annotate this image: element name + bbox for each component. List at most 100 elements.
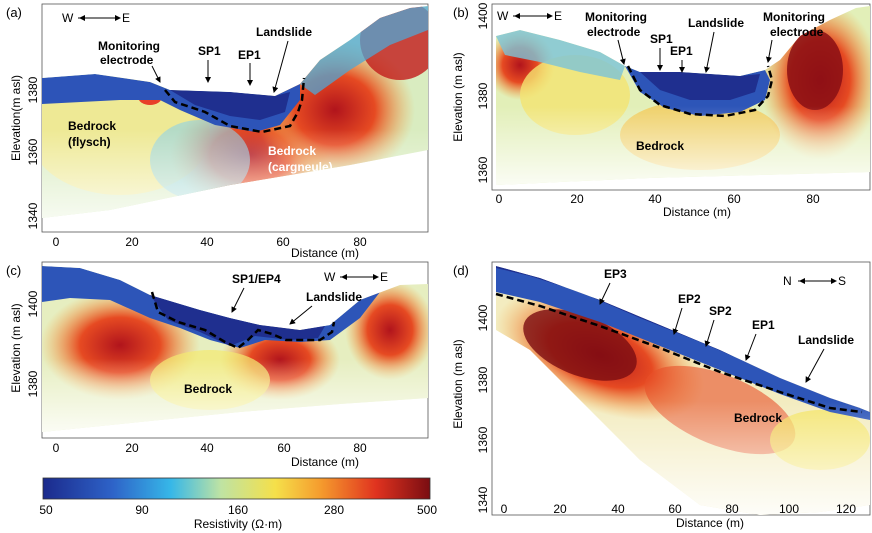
panel-d-ytick: 1380 (476, 366, 490, 393)
panel-c-label: (c) (6, 263, 21, 278)
panel-b-direction: W E (497, 9, 562, 23)
panel-a-dir-left: W (62, 11, 74, 25)
panel-d-arrow-ep2 (672, 307, 683, 335)
panel-c-xtick: 60 (277, 441, 291, 455)
panel-c-ann-sp1-ep4: SP1/EP4 (232, 272, 281, 286)
panel-b-xlabel: Distance (m) (663, 205, 731, 219)
panel-d-arrow-ep1 (744, 333, 757, 361)
panel-d-ann-bedrock: Bedrock (734, 411, 782, 425)
panel-d-ann-ep1: EP1 (752, 318, 775, 332)
panel-b-xtick: 20 (570, 192, 584, 206)
panel-a-label: (a) (6, 5, 22, 20)
panel-d-arrow-ep3 (599, 282, 611, 305)
panel-c: (c) W E SP1/EP4 Landslide Bedrock Elevat… (6, 261, 429, 469)
panel-b-dir-left: W (497, 9, 509, 23)
panel-c-ann-landslide: Landslide (306, 290, 362, 304)
panel-d-arrow-sp2 (704, 319, 715, 347)
colorbar-tick: 160 (228, 503, 248, 517)
panel-d-arrow-landslide (805, 348, 825, 383)
panel-d-ytick: 1360 (476, 426, 490, 453)
panel-a-xticks: 0 20 40 60 80 (53, 235, 367, 249)
panel-d-ylabel: Elevation (m asl) (451, 339, 465, 428)
panel-a-xlabel: Distance (m) (291, 246, 359, 260)
panel-d-direction: N S (783, 274, 846, 288)
panel-c-ylabel: Elevation (m asl) (9, 303, 23, 392)
panel-c-resistivity-section (42, 266, 428, 432)
panel-b-xtick: 60 (727, 192, 741, 206)
panel-a-dir-right: E (122, 11, 130, 25)
panel-b-ytick: 1400 (476, 2, 490, 29)
panel-a-ytick: 1380 (26, 76, 40, 103)
panel-b-dir-right: E (554, 9, 562, 23)
panel-d-ann-ep3: EP3 (604, 267, 627, 281)
panel-c-ytick: 1400 (26, 290, 40, 317)
colorbar-tick: 280 (324, 503, 344, 517)
panel-a-ann-bedrock-1: Bedrock (68, 119, 116, 133)
panel-b-arrow-electrode-2 (765, 39, 773, 63)
panel-c-xticks: 0 20 40 60 80 (53, 441, 367, 455)
panel-c-dir-left: W (324, 270, 336, 284)
panel-b-xticks: 0 20 40 60 80 (496, 192, 820, 206)
panel-d-xtick: 80 (725, 502, 739, 516)
colorbar-tick: 500 (417, 503, 437, 517)
panel-b-arrow-electrode-1 (617, 39, 626, 65)
panel-a-ann-monitoring: Monitoring (98, 39, 160, 53)
panel-d-ytick: 1340 (476, 486, 490, 513)
panel-a-ann-electrode: electrode (100, 53, 154, 67)
panel-b: (b) W E Monitoring electrode SP1 EP1 Lan… (451, 2, 871, 219)
panel-a-xtick: 20 (125, 235, 139, 249)
panel-a-xtick: 40 (200, 235, 214, 249)
panel-d-ann-ep2: EP2 (678, 292, 701, 306)
panel-d-yticks: 1400 1380 1360 1340 (476, 304, 490, 513)
panel-d-dir-right: S (838, 274, 846, 288)
panel-a: (a) W E Monitoring electrode SP1 EP1 Lan… (6, 3, 429, 260)
colorbar-tick: 90 (135, 503, 149, 517)
panel-d-ann-sp2: SP2 (709, 304, 732, 318)
panel-c-dir-right: E (380, 270, 388, 284)
panel-b-ann-electrode-1: electrode (587, 25, 641, 39)
panel-a-xtick: 60 (276, 235, 290, 249)
colorbar: 50 90 160 280 500 Resistivity (Ω·m) (39, 477, 437, 531)
panel-d-resistivity-section (496, 266, 870, 515)
panel-a-xtick: 0 (53, 235, 60, 249)
panel-a-yticks: 1380 1360 1340 (26, 76, 40, 229)
panel-b-ann-sp1: SP1 (650, 32, 673, 46)
panel-b-ann-monitoring-1: Monitoring (585, 10, 647, 24)
panel-a-direction: W E (62, 11, 130, 25)
panel-d-xtick: 60 (668, 502, 682, 516)
panel-b-slip-surface (626, 65, 774, 118)
panel-a-arrow-electrode (151, 65, 161, 83)
panel-a-ann-bedrock-2: Bedrock (268, 144, 316, 158)
panel-a-ann-cargneule: (cargneule) (268, 160, 333, 174)
panel-b-ann-ep1: EP1 (670, 44, 693, 58)
panel-b-ann-electrode-2: electrode (770, 25, 824, 39)
panel-c-xtick: 20 (125, 441, 139, 455)
colorbar-tick: 50 (39, 503, 53, 517)
colorbar-gradient (42, 477, 431, 500)
panel-c-arrow-landslide (289, 305, 313, 325)
panel-c-arrow-sp1-ep4 (231, 287, 245, 313)
panel-d: (d) N S EP3 EP2 SP2 EP1 Landslide Bedroc… (451, 261, 871, 530)
panel-d-xtick: 120 (836, 502, 856, 516)
panel-a-slip-surface (164, 77, 306, 134)
panel-a-arrow-landslide (272, 40, 289, 93)
panel-c-xtick: 0 (53, 441, 60, 455)
panel-c-ytick: 1380 (26, 370, 40, 397)
panel-c-yticks: 1400 1380 (26, 290, 40, 397)
panel-a-ytick: 1360 (26, 138, 40, 165)
panel-d-xticks: 0 20 40 60 80 100 120 (501, 502, 857, 516)
panel-a-ytick: 1340 (26, 202, 40, 229)
panel-c-ann-bedrock: Bedrock (184, 382, 232, 396)
panel-a-ann-flysch: (flysch) (68, 135, 111, 149)
panel-b-xtick: 80 (806, 192, 820, 206)
panel-b-ytick: 1380 (476, 82, 490, 109)
panel-a-xtick: 80 (353, 235, 367, 249)
panel-a-ylabel: Elevation(m asl) (9, 75, 23, 161)
panel-d-xtick: 20 (553, 502, 567, 516)
panel-d-xtick: 100 (779, 502, 799, 516)
panel-b-ann-monitoring-2: Monitoring (763, 10, 825, 24)
panel-b-xtick: 0 (496, 192, 503, 206)
panel-b-xtick: 40 (648, 192, 662, 206)
panel-c-direction: W E (324, 270, 388, 284)
